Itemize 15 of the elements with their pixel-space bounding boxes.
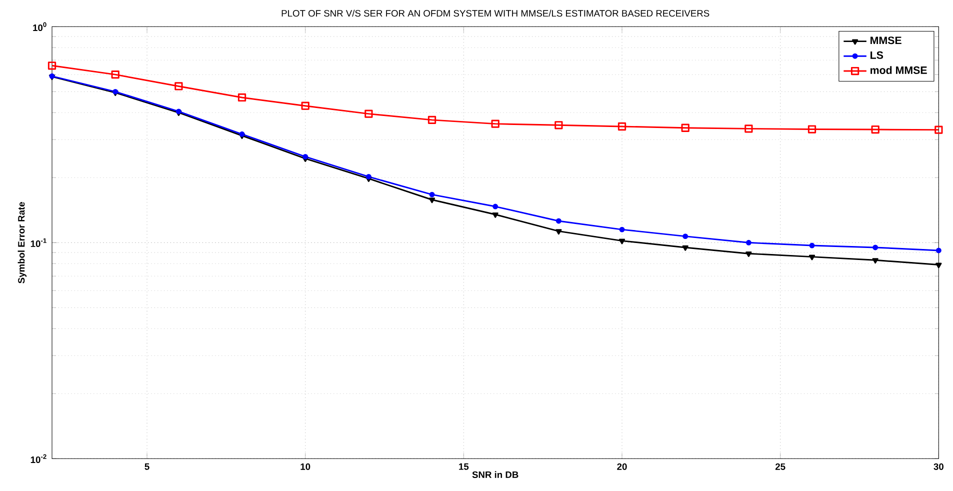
legend-label: LS bbox=[870, 51, 884, 59]
legend-label: MMSE bbox=[870, 36, 902, 44]
y-tick-label: 10$^{0}$ bbox=[33, 22, 46, 32]
x-tick-label: 25 bbox=[775, 463, 786, 470]
legend-label: mod MMSE bbox=[870, 66, 927, 74]
chart-title: PLOT OF SNR V/S SER FOR AN OFDM SYSTEM WITH MMSE/LS ESTIMATOR BASED RECEIVERS bbox=[282, 10, 710, 17]
x-tick-label: 5 bbox=[144, 463, 150, 470]
x-axis-title: SNR in DB bbox=[472, 471, 518, 478]
y-axis-title: Symbol Error Rate bbox=[18, 202, 27, 284]
x-tick-label: 20 bbox=[617, 463, 627, 470]
y-tick-label: 10$^{-2}$ bbox=[30, 454, 46, 464]
x-tick-label: 30 bbox=[934, 463, 944, 470]
x-tick-label: 10 bbox=[300, 463, 310, 470]
y-tick-label: 10$^{-1}$ bbox=[30, 238, 46, 248]
x-tick-label: 15 bbox=[459, 463, 469, 470]
